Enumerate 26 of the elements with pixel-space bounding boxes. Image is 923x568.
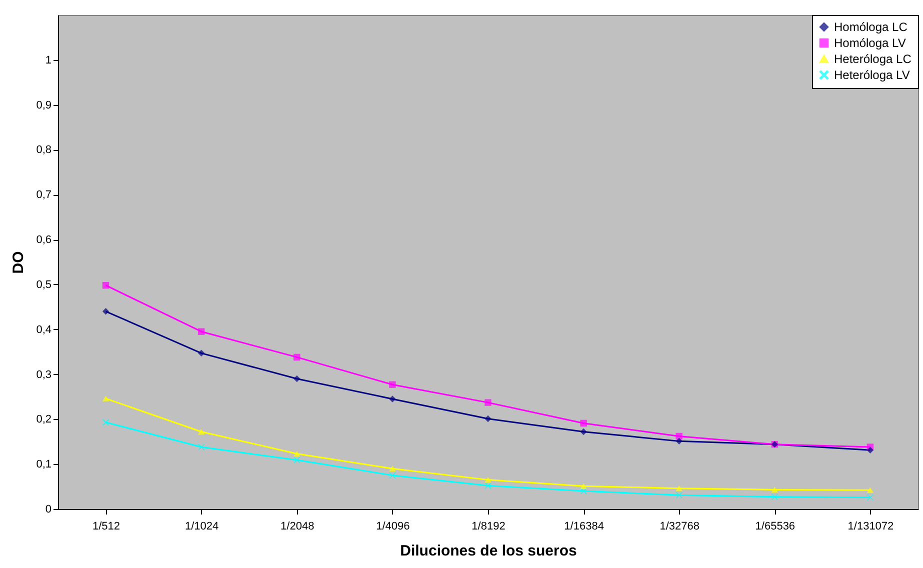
y-tick-label: 0,1: [36, 458, 52, 471]
y-tick-label: 0,3: [36, 368, 52, 381]
legend-label: Heteróloga LC: [834, 52, 912, 66]
x-tick-label: 1/8192: [472, 520, 506, 532]
x-tick-label: 1/2048: [280, 520, 314, 532]
y-tick-label: 0,5: [36, 278, 52, 291]
y-tick-label: 0,9: [36, 99, 52, 112]
x-tick-label: 1/16384: [564, 520, 604, 532]
x-tick-label: 1/1024: [185, 520, 219, 532]
legend-label: Homóloga LC: [834, 20, 908, 34]
y-tick-label: 0,7: [36, 189, 52, 202]
y-tick-label: 0: [45, 504, 52, 516]
x-tick-label: 1/4096: [376, 520, 410, 532]
x-tick-label: 1/512: [92, 520, 120, 532]
y-tick-label: 0,6: [36, 234, 52, 246]
y-tick-label: 0,4: [36, 324, 52, 336]
y-tick-label: 0,2: [36, 414, 52, 426]
y-tick-label: 1: [45, 54, 52, 66]
y-tick-label: 0,8: [36, 144, 52, 156]
legend-label: Heteróloga LV: [834, 68, 910, 82]
x-axis-title: Diluciones de los sueros: [400, 542, 577, 560]
x-tick-label: 1/65536: [755, 520, 796, 532]
legend-label: Homóloga LV: [834, 36, 906, 50]
y-axis-title: DO: [10, 250, 28, 274]
x-tick-label: 1/32768: [660, 520, 700, 532]
x-tick-label: 1/131072: [848, 520, 894, 532]
